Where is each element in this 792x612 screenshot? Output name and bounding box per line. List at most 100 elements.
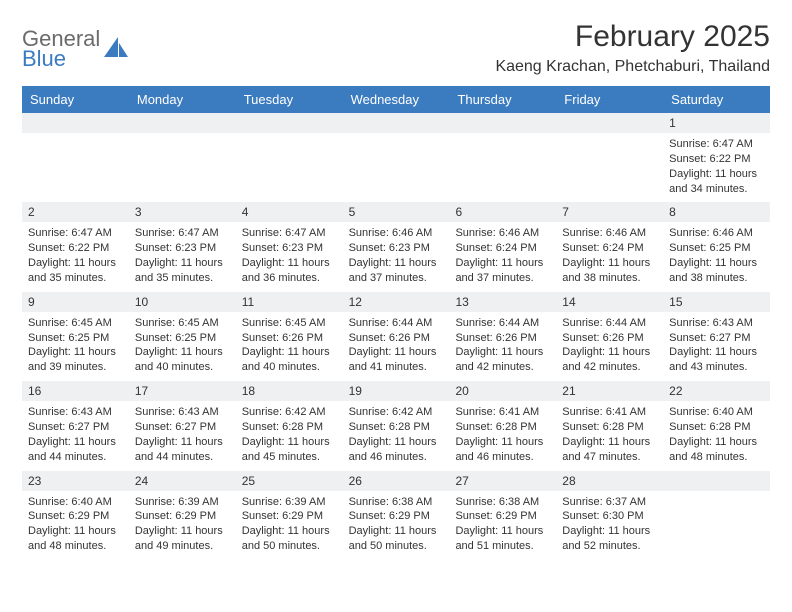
sunrise-text: Sunrise: 6:41 AM: [455, 405, 550, 420]
calendar-day-cell: 14Sunrise: 6:44 AMSunset: 6:26 PMDayligh…: [556, 292, 663, 381]
daylight-text: Daylight: 11 hours and 45 minutes.: [242, 435, 337, 465]
calendar-day-cell: 20Sunrise: 6:41 AMSunset: 6:28 PMDayligh…: [449, 381, 556, 470]
calendar-day-cell: 2Sunrise: 6:47 AMSunset: 6:22 PMDaylight…: [22, 202, 129, 291]
day-details: Sunrise: 6:39 AMSunset: 6:29 PMDaylight:…: [129, 491, 236, 560]
calendar-page: General Blue February 2025 Kaeng Krachan…: [0, 0, 792, 580]
calendar-day-cell: [236, 113, 343, 202]
day-number: 27: [449, 471, 556, 491]
calendar-day-cell: 1Sunrise: 6:47 AMSunset: 6:22 PMDaylight…: [663, 113, 770, 202]
day-number: 18: [236, 381, 343, 401]
sunset-text: Sunset: 6:27 PM: [28, 420, 123, 435]
day-number: [22, 113, 129, 133]
sail-icon: [104, 37, 130, 64]
daylight-text: Daylight: 11 hours and 44 minutes.: [135, 435, 230, 465]
day-header-saturday: Saturday: [663, 86, 770, 113]
daylight-text: Daylight: 11 hours and 40 minutes.: [242, 345, 337, 375]
day-details: Sunrise: 6:40 AMSunset: 6:28 PMDaylight:…: [663, 401, 770, 470]
daylight-text: Daylight: 11 hours and 37 minutes.: [455, 256, 550, 286]
day-details: Sunrise: 6:43 AMSunset: 6:27 PMDaylight:…: [663, 312, 770, 381]
day-number: 22: [663, 381, 770, 401]
daylight-text: Daylight: 11 hours and 38 minutes.: [562, 256, 657, 286]
daylight-text: Daylight: 11 hours and 42 minutes.: [455, 345, 550, 375]
day-details: Sunrise: 6:42 AMSunset: 6:28 PMDaylight:…: [343, 401, 450, 470]
day-number: 25: [236, 471, 343, 491]
daylight-text: Daylight: 11 hours and 41 minutes.: [349, 345, 444, 375]
daylight-text: Daylight: 11 hours and 37 minutes.: [349, 256, 444, 286]
day-number: 1: [663, 113, 770, 133]
day-number: 9: [22, 292, 129, 312]
calendar-day-cell: 5Sunrise: 6:46 AMSunset: 6:23 PMDaylight…: [343, 202, 450, 291]
calendar-day-cell: 17Sunrise: 6:43 AMSunset: 6:27 PMDayligh…: [129, 381, 236, 470]
calendar-day-cell: 16Sunrise: 6:43 AMSunset: 6:27 PMDayligh…: [22, 381, 129, 470]
sunset-text: Sunset: 6:27 PM: [669, 331, 764, 346]
day-number: 6: [449, 202, 556, 222]
sunrise-text: Sunrise: 6:40 AM: [28, 495, 123, 510]
calendar-day-cell: 6 Sunrise: 6:46 AMSunset: 6:24 PMDaylight…: [449, 202, 556, 291]
calendar-day-cell: [22, 113, 129, 202]
day-header-wednesday: Wednesday: [343, 86, 450, 113]
sunset-text: Sunset: 6:24 PM: [562, 241, 657, 256]
daylight-text: Daylight: 11 hours and 47 minutes.: [562, 435, 657, 465]
calendar-week-row: 16Sunrise: 6:43 AMSunset: 6:27 PMDayligh…: [22, 381, 770, 470]
sunrise-text: Sunrise: 6:42 AM: [242, 405, 337, 420]
daylight-text: Daylight: 11 hours and 50 minutes.: [242, 524, 337, 554]
day-number: 14: [556, 292, 663, 312]
day-number: 20: [449, 381, 556, 401]
day-details: Sunrise: 6:45 AMSunset: 6:26 PMDaylight:…: [236, 312, 343, 381]
day-number: 11: [236, 292, 343, 312]
day-number: [663, 471, 770, 491]
day-details: Sunrise: 6:46 AMSunset: 6:24 PMDaylight:…: [556, 222, 663, 291]
day-number: [556, 113, 663, 133]
day-details: Sunrise: 6:41 AMSunset: 6:28 PMDaylight:…: [449, 401, 556, 470]
sunset-text: Sunset: 6:28 PM: [669, 420, 764, 435]
sunset-text: Sunset: 6:28 PM: [455, 420, 550, 435]
sunrise-text: Sunrise: 6:37 AM: [562, 495, 657, 510]
day-details: Sunrise: 6:45 AMSunset: 6:25 PMDaylight:…: [129, 312, 236, 381]
sunrise-text: Sunrise: 6:47 AM: [135, 226, 230, 241]
day-details: Sunrise: 6:44 AMSunset: 6:26 PMDaylight:…: [556, 312, 663, 381]
sunrise-text: Sunrise: 6:46 AM: [455, 226, 550, 241]
sunset-text: Sunset: 6:28 PM: [349, 420, 444, 435]
daylight-text: Daylight: 11 hours and 48 minutes.: [28, 524, 123, 554]
day-details: Sunrise: 6:46 AMSunset: 6:23 PMDaylight:…: [343, 222, 450, 291]
calendar-day-cell: 18Sunrise: 6:42 AMSunset: 6:28 PMDayligh…: [236, 381, 343, 470]
sunset-text: Sunset: 6:26 PM: [562, 331, 657, 346]
day-number: 19: [343, 381, 450, 401]
day-number: 5: [343, 202, 450, 222]
sunset-text: Sunset: 6:24 PM: [455, 241, 550, 256]
daylight-text: Daylight: 11 hours and 40 minutes.: [135, 345, 230, 375]
daylight-text: Daylight: 11 hours and 51 minutes.: [455, 524, 550, 554]
calendar-day-cell: 8Sunrise: 6:46 AMSunset: 6:25 PMDaylight…: [663, 202, 770, 291]
sunset-text: Sunset: 6:28 PM: [562, 420, 657, 435]
daylight-text: Daylight: 11 hours and 35 minutes.: [28, 256, 123, 286]
day-details: Sunrise: 6:47 AMSunset: 6:22 PMDaylight:…: [663, 133, 770, 202]
day-number: 3: [129, 202, 236, 222]
calendar-header-row: Sunday Monday Tuesday Wednesday Thursday…: [22, 86, 770, 113]
sunrise-text: Sunrise: 6:41 AM: [562, 405, 657, 420]
sunset-text: Sunset: 6:29 PM: [349, 509, 444, 524]
daylight-text: Daylight: 11 hours and 38 minutes.: [669, 256, 764, 286]
day-number: 4: [236, 202, 343, 222]
day-number: 24: [129, 471, 236, 491]
sunrise-text: Sunrise: 6:46 AM: [562, 226, 657, 241]
calendar-day-cell: 7Sunrise: 6:46 AMSunset: 6:24 PMDaylight…: [556, 202, 663, 291]
day-number: 2: [22, 202, 129, 222]
title-block: February 2025 Kaeng Krachan, Phetchaburi…: [495, 20, 770, 76]
day-header-friday: Friday: [556, 86, 663, 113]
day-header-sunday: Sunday: [22, 86, 129, 113]
calendar-day-cell: 26Sunrise: 6:38 AMSunset: 6:29 PMDayligh…: [343, 471, 450, 560]
sunset-text: Sunset: 6:29 PM: [28, 509, 123, 524]
sunrise-text: Sunrise: 6:47 AM: [28, 226, 123, 241]
calendar-day-cell: 3Sunrise: 6:47 AMSunset: 6:23 PMDaylight…: [129, 202, 236, 291]
sunset-text: Sunset: 6:29 PM: [455, 509, 550, 524]
day-details: Sunrise: 6:42 AMSunset: 6:28 PMDaylight:…: [236, 401, 343, 470]
sunrise-text: Sunrise: 6:45 AM: [242, 316, 337, 331]
day-details: Sunrise: 6:45 AMSunset: 6:25 PMDaylight:…: [22, 312, 129, 381]
day-details: Sunrise: 6:47 AMSunset: 6:22 PMDaylight:…: [22, 222, 129, 291]
day-header-tuesday: Tuesday: [236, 86, 343, 113]
sunset-text: Sunset: 6:29 PM: [135, 509, 230, 524]
sunrise-text: Sunrise: 6:44 AM: [455, 316, 550, 331]
calendar-day-cell: [343, 113, 450, 202]
day-number: 26: [343, 471, 450, 491]
sunrise-text: Sunrise: 6:47 AM: [669, 137, 764, 152]
